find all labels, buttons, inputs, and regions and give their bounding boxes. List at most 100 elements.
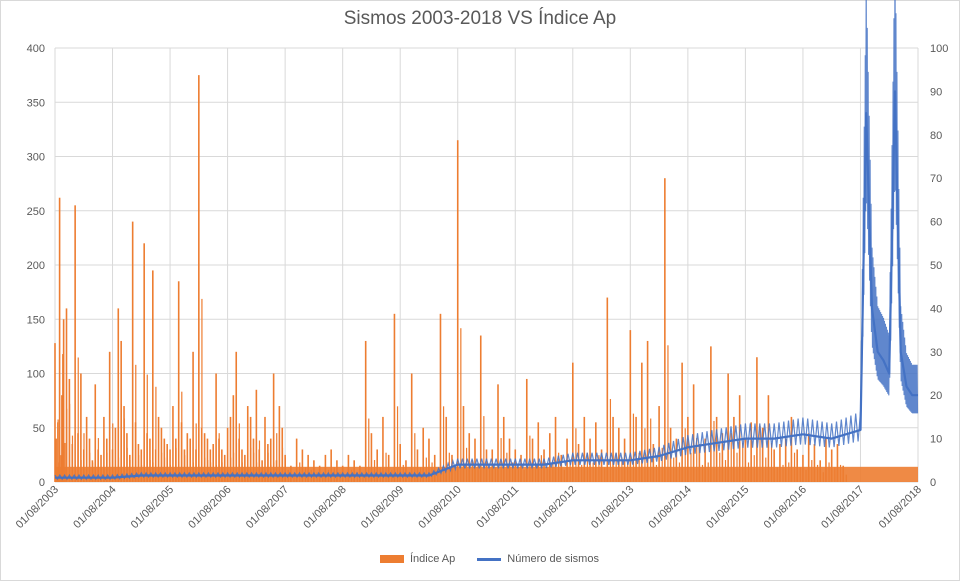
indice-ap-bar bbox=[275, 460, 278, 482]
indice-ap-bar bbox=[64, 442, 66, 482]
indice-ap-bar bbox=[160, 427, 163, 482]
indice-ap-bar bbox=[439, 313, 442, 482]
indice-ap-bar bbox=[736, 452, 738, 482]
indice-ap-bar bbox=[356, 472, 358, 482]
indice-ap-bar bbox=[215, 373, 217, 482]
indice-ap-bar bbox=[839, 464, 842, 482]
indice-ap-bar bbox=[433, 454, 436, 482]
indice-ap-bar bbox=[770, 442, 773, 482]
indice-ap-bar bbox=[644, 428, 646, 482]
indice-ap-bar bbox=[779, 444, 781, 482]
x-tick-label: 01/08/2006 bbox=[186, 484, 233, 531]
indice-ap-bar bbox=[724, 460, 727, 482]
indice-ap-bar bbox=[563, 469, 565, 482]
indice-ap-bar bbox=[525, 378, 528, 482]
indice-ap-bar bbox=[198, 75, 200, 482]
x-axis-ticks: 01/08/2003 01/08/2004 01/08/2005 01/08/2006… bbox=[14, 484, 924, 531]
indice-ap-bar bbox=[408, 472, 410, 482]
indice-ap-bar bbox=[108, 351, 111, 482]
indice-ap-bar bbox=[442, 406, 445, 482]
indice-ap-bar bbox=[120, 340, 122, 482]
indice-ap-bar bbox=[307, 454, 309, 482]
indice-ap-bar bbox=[336, 460, 338, 482]
indice-ap-bar bbox=[255, 389, 258, 482]
indice-ap-bar bbox=[192, 351, 194, 482]
indice-ap-bar bbox=[546, 467, 548, 482]
indice-ap-bar bbox=[80, 373, 82, 482]
indice-ap-bar bbox=[244, 454, 246, 482]
indice-ap-bar bbox=[540, 455, 542, 482]
left-tick-label: 300 bbox=[27, 152, 45, 164]
indice-ap-bar bbox=[491, 449, 494, 482]
indice-ap-bar bbox=[796, 449, 798, 482]
indice-ap-bar bbox=[382, 416, 384, 482]
x-tick-label: 01/08/2017 bbox=[819, 484, 866, 531]
indice-ap-bar bbox=[437, 469, 439, 482]
indice-ap-bar bbox=[451, 454, 453, 482]
indice-ap-bar bbox=[560, 454, 563, 482]
legend-item-numero-sismos[interactable]: Número de sismos bbox=[477, 553, 599, 565]
indice-ap-bar bbox=[494, 467, 496, 482]
indice-ap-bar bbox=[552, 460, 554, 482]
indice-ap-bar bbox=[753, 455, 755, 482]
indice-ap-bar bbox=[675, 438, 678, 482]
indice-ap-bar bbox=[276, 433, 278, 482]
x-tick-label: 01/08/2016 bbox=[762, 484, 809, 531]
indice-ap-bar bbox=[249, 416, 252, 482]
indice-ap-bar bbox=[203, 433, 206, 482]
right-tick-label: 70 bbox=[930, 173, 942, 185]
gridlines bbox=[54, 47, 919, 483]
indice-ap-bar bbox=[471, 460, 473, 482]
indice-ap-bar bbox=[65, 308, 68, 482]
indice-ap-bar bbox=[727, 373, 729, 482]
indice-ap-bar bbox=[175, 438, 177, 482]
x-tick-label: 01/08/2013 bbox=[589, 484, 636, 531]
indice-ap-bar bbox=[431, 462, 433, 482]
indice-ap-bar bbox=[163, 438, 166, 482]
legend-swatch-numero-sismos bbox=[477, 557, 502, 561]
left-tick-label: 400 bbox=[27, 43, 45, 55]
indice-ap-bar bbox=[733, 416, 735, 482]
indice-ap-bar bbox=[673, 457, 675, 482]
indice-ap-bar bbox=[246, 406, 249, 482]
indice-ap-bar bbox=[137, 444, 140, 482]
indice-ap-bar bbox=[91, 460, 94, 482]
indice-ap-bar bbox=[652, 444, 655, 482]
indice-ap-bar bbox=[468, 433, 471, 482]
x-tick-label: 01/08/2012 bbox=[532, 484, 579, 531]
indice-ap-bar bbox=[399, 444, 401, 482]
indice-ap-bar bbox=[692, 384, 695, 482]
indice-ap-bar bbox=[146, 374, 148, 482]
indice-ap-bar bbox=[489, 467, 491, 482]
indice-ap-bar bbox=[410, 373, 413, 482]
indice-ap-bar bbox=[606, 297, 609, 482]
indice-ap-bar bbox=[629, 330, 632, 482]
legend-item-indice-ap[interactable]: Índice Ap bbox=[380, 553, 455, 565]
indice-ap-bar bbox=[322, 474, 324, 482]
indice-ap-bar bbox=[414, 433, 416, 482]
indice-ap-bar bbox=[805, 469, 807, 482]
indice-ap-bar bbox=[604, 467, 606, 482]
indice-ap-bar bbox=[543, 449, 545, 482]
indice-ap-bar bbox=[747, 462, 750, 482]
indice-ap-bar bbox=[123, 406, 125, 482]
indice-ap-bar bbox=[209, 449, 212, 482]
indice-ap-bar bbox=[479, 335, 482, 482]
indice-ap-bar bbox=[281, 427, 284, 482]
indice-ap-bar bbox=[575, 428, 577, 482]
indice-ap-bar bbox=[719, 452, 721, 482]
indice-ap-bar bbox=[195, 449, 197, 482]
indice-ap-bar bbox=[537, 422, 540, 482]
indice-ap-bar bbox=[258, 449, 261, 482]
x-tick-label: 01/08/2010 bbox=[416, 484, 463, 531]
indice-ap-bar bbox=[82, 449, 85, 482]
indice-ap-bar bbox=[143, 243, 145, 482]
indice-ap-bar bbox=[324, 454, 327, 482]
indice-ap-bar bbox=[583, 416, 586, 482]
indice-ap-bar bbox=[362, 474, 364, 482]
indice-ap-bar bbox=[154, 449, 157, 482]
indice-ap-bar bbox=[646, 340, 649, 482]
indice-ap-bar bbox=[497, 384, 499, 482]
indice-ap-bar bbox=[359, 465, 361, 482]
indice-ap-bar bbox=[592, 462, 594, 482]
